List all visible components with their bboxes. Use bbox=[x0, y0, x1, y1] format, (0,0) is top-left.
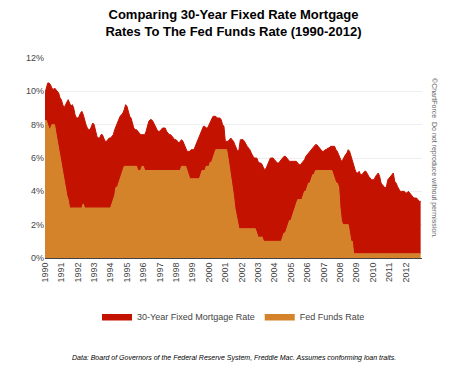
svg-text:12%: 12% bbox=[26, 53, 44, 63]
svg-text:2008: 2008 bbox=[335, 263, 345, 283]
svg-text:10%: 10% bbox=[26, 86, 44, 96]
svg-text:2006: 2006 bbox=[302, 263, 312, 283]
svg-text:30-Year Fixed Mortgage Rate: 30-Year Fixed Mortgage Rate bbox=[137, 312, 255, 322]
svg-text:4%: 4% bbox=[31, 186, 44, 196]
svg-text:1996: 1996 bbox=[138, 263, 148, 283]
svg-text:2003: 2003 bbox=[253, 263, 263, 283]
svg-text:©ChartForce Do not reproduce: ©ChartForce Do not reproduce without per… bbox=[430, 78, 438, 238]
svg-text:Data: Board of Governors of th: Data: Board of Governors of the Federal … bbox=[72, 354, 396, 362]
svg-text:2002: 2002 bbox=[237, 263, 247, 283]
svg-text:0%: 0% bbox=[31, 253, 44, 263]
svg-text:1991: 1991 bbox=[56, 263, 66, 283]
svg-text:2000: 2000 bbox=[204, 263, 214, 283]
svg-text:2010: 2010 bbox=[368, 263, 378, 283]
svg-text:2011: 2011 bbox=[384, 263, 394, 282]
svg-text:1995: 1995 bbox=[122, 263, 132, 283]
svg-text:2004: 2004 bbox=[269, 263, 279, 283]
svg-text:2007: 2007 bbox=[319, 263, 329, 283]
svg-text:2%: 2% bbox=[31, 220, 44, 230]
svg-text:1997: 1997 bbox=[155, 263, 165, 283]
svg-text:1994: 1994 bbox=[105, 263, 115, 283]
svg-text:Comparing 30-Year Fixed Rate M: Comparing 30-Year Fixed Rate MortgageRat… bbox=[105, 7, 361, 39]
svg-text:6%: 6% bbox=[31, 153, 44, 163]
svg-text:2009: 2009 bbox=[351, 263, 361, 283]
svg-text:2012: 2012 bbox=[401, 263, 411, 283]
svg-text:1993: 1993 bbox=[89, 263, 99, 283]
svg-text:2001: 2001 bbox=[220, 263, 230, 283]
svg-text:1992: 1992 bbox=[73, 263, 83, 283]
svg-text:1998: 1998 bbox=[171, 263, 181, 283]
svg-text:2005: 2005 bbox=[286, 263, 296, 283]
svg-text:8%: 8% bbox=[31, 120, 44, 130]
svg-text:Fed Funds Rate: Fed Funds Rate bbox=[300, 312, 365, 322]
svg-text:1990: 1990 bbox=[40, 263, 50, 283]
svg-text:1999: 1999 bbox=[187, 263, 197, 283]
